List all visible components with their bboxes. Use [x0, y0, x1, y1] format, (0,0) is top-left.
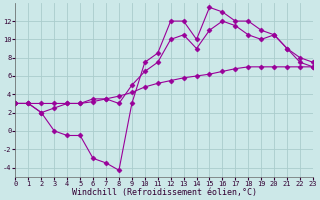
X-axis label: Windchill (Refroidissement éolien,°C): Windchill (Refroidissement éolien,°C) [72, 188, 257, 197]
